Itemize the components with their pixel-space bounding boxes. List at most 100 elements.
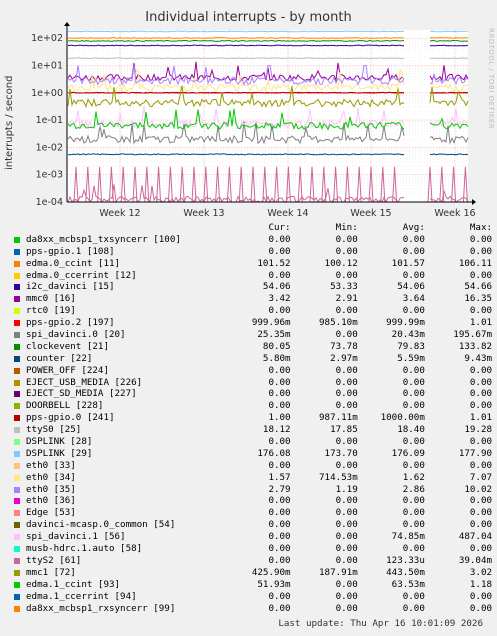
legend-min: 73.78 — [330, 340, 358, 352]
legend-avg: 0.00 — [402, 376, 425, 388]
x-axis-arrow — [472, 199, 476, 205]
legend-name: eth0 [36] — [26, 495, 76, 507]
legend-row: musb-hdrc.1.auto [58] 0.00 0.00 0.00 0.00 — [12, 543, 492, 555]
legend-name: davinci-mcasp.0_common [54] — [26, 519, 176, 531]
ttys2-spike — [238, 166, 244, 203]
ttys2-spike — [333, 166, 339, 203]
legend-swatch — [14, 427, 20, 434]
legend-swatch — [14, 391, 20, 398]
legend-max: 1.01 — [469, 317, 493, 329]
legend-row: pps-gpio.2 [197] 999.96m 985.10m 999.99m 1.0… — [12, 317, 492, 329]
legend-avg: 0.00 — [402, 305, 425, 317]
series-line-5 — [67, 61, 469, 82]
series-line-15 — [68, 91, 469, 94]
legend-max: 0.00 — [469, 388, 493, 400]
legend-swatch — [14, 320, 20, 327]
legend-avg: 0.00 — [402, 364, 425, 376]
legend-cur: 2.79 — [268, 483, 291, 495]
ttys2-spike — [321, 166, 327, 203]
x-tick-label: Week 14 — [267, 208, 308, 219]
legend-max: 0.00 — [469, 590, 493, 602]
legend-min: 0.00 — [335, 233, 358, 245]
legend-avg: 18.40 — [397, 424, 425, 436]
legend-avg: 0.00 — [402, 269, 425, 281]
legend-cur: 0.00 — [268, 507, 291, 519]
legend-row: mmc1 [72] 425.90m 187.91m 443.50m 3.02 — [12, 567, 492, 579]
ttys2-spike — [439, 166, 445, 203]
legend-max: 39.04m — [458, 554, 493, 566]
legend-name: edma.1_ccerrint [94] — [26, 590, 137, 602]
legend-min: 0.00 — [335, 507, 358, 519]
legend-max: 0.00 — [469, 233, 493, 245]
legend-swatch — [14, 534, 20, 541]
legend-row: pps-gpio.0 [241] 1.00 987.11m 1000.00m 1.01 — [12, 412, 492, 424]
legend-min: 987.11m — [319, 412, 358, 424]
legend-max: 19.28 — [464, 424, 493, 436]
legend-row: DOORBELL [228] 0.00 0.00 0.00 0.00 — [12, 400, 492, 412]
legend-swatch — [14, 450, 20, 457]
ttys2-spike — [250, 166, 256, 203]
legend-swatch — [14, 510, 20, 517]
y-tick-label: 1e+00 — [31, 88, 63, 99]
legend-avg: 63.53m — [391, 578, 425, 590]
legend-avg: 0.00 — [402, 495, 425, 507]
legend-avg: 101.57 — [391, 257, 425, 269]
legend-swatch — [14, 439, 20, 446]
legend-row: pps-gpio.1 [108] 0.00 0.00 0.00 0.00 — [12, 246, 492, 258]
legend-swatch — [14, 569, 20, 576]
legend-avg: 0.00 — [402, 436, 425, 448]
legend-avg: 1000.00m — [380, 412, 425, 424]
legend-row: edma.1_ccint [93] 51.93m 0.00 63.53m 1.18 — [12, 579, 492, 591]
legend-name: pps-gpio.0 [241] — [26, 412, 115, 424]
legend-header: Cur: Min: Avg: Max: — [12, 222, 492, 234]
legend-row: clockevent [21] 80.05 73.78 79.83 133.82 — [12, 341, 492, 353]
legend-name: spi_davinci.0 [20] — [26, 329, 126, 341]
legend-avg: 0.00 — [402, 543, 425, 555]
legend-cur: 176.08 — [257, 447, 291, 459]
legend-min: 0.00 — [335, 543, 358, 555]
legend-name: DSPLINK [28] — [26, 436, 93, 448]
series-line-21 — [67, 65, 469, 86]
ttys2-spike — [262, 166, 268, 203]
legend-avg: 1.62 — [402, 471, 425, 483]
legend-avg: 443.50m — [386, 566, 425, 578]
legend-name: da8xx_mcbsp1_txsyncerr [100] — [26, 233, 181, 245]
ttys2-spike — [73, 166, 79, 203]
legend-min: 985.10m — [319, 317, 358, 329]
y-axis-arrow — [64, 22, 70, 26]
legend-avg: 79.83 — [397, 340, 425, 352]
legend-max: 16.35 — [464, 293, 493, 305]
ttys2-spike — [156, 166, 162, 203]
legend-name: counter [22] — [26, 352, 93, 364]
legend-min: 0.00 — [335, 436, 358, 448]
legend-max: 0.00 — [469, 459, 493, 471]
legend-swatch — [14, 546, 20, 553]
legend-row: mmc0 [16] 3.42 2.91 3.64 16.35 — [12, 293, 492, 305]
legend-min: 0.00 — [335, 269, 358, 281]
x-tick-label: Week 15 — [350, 208, 391, 219]
ttys2-spike — [451, 166, 457, 203]
legend-row: counter [22] 5.80m 2.97m 5.59m 9.43m — [12, 353, 492, 365]
legend-cur: 0.00 — [268, 590, 291, 602]
legend-row: eth0 [34] 1.57 714.53m 1.62 7.07 — [12, 472, 492, 484]
legend-row: edma.0_ccint [11] 101.52 100.12 101.57 106.1… — [12, 258, 492, 270]
ttys2-spike — [203, 166, 209, 203]
legend-max: 0.00 — [469, 507, 493, 519]
legend-name: i2c_davinci [15] — [26, 281, 115, 293]
legend-name: ttyS2 [61] — [26, 554, 82, 566]
legend-avg: 176.09 — [391, 447, 425, 459]
legend-cur: 54.06 — [262, 281, 291, 293]
ttys2-spike — [108, 166, 114, 203]
ttys2-spike — [392, 166, 398, 203]
ttys2-spike — [132, 166, 138, 203]
legend-avg: 0.00 — [402, 388, 425, 400]
x-tick-label: Week 13 — [183, 208, 224, 219]
legend-row: da8xx_mcbsp1_txsyncerr [100] 0.00 0.00 0.00… — [12, 234, 492, 246]
series-line-16 — [67, 57, 469, 60]
legend-swatch — [14, 248, 20, 255]
legend-cur: 1.57 — [268, 471, 291, 483]
ttys2-spike — [356, 166, 362, 203]
y-tick-label: 1e+01 — [31, 61, 63, 72]
legend-cur: 0.00 — [268, 519, 291, 531]
col-cur: Cur: — [268, 222, 291, 233]
